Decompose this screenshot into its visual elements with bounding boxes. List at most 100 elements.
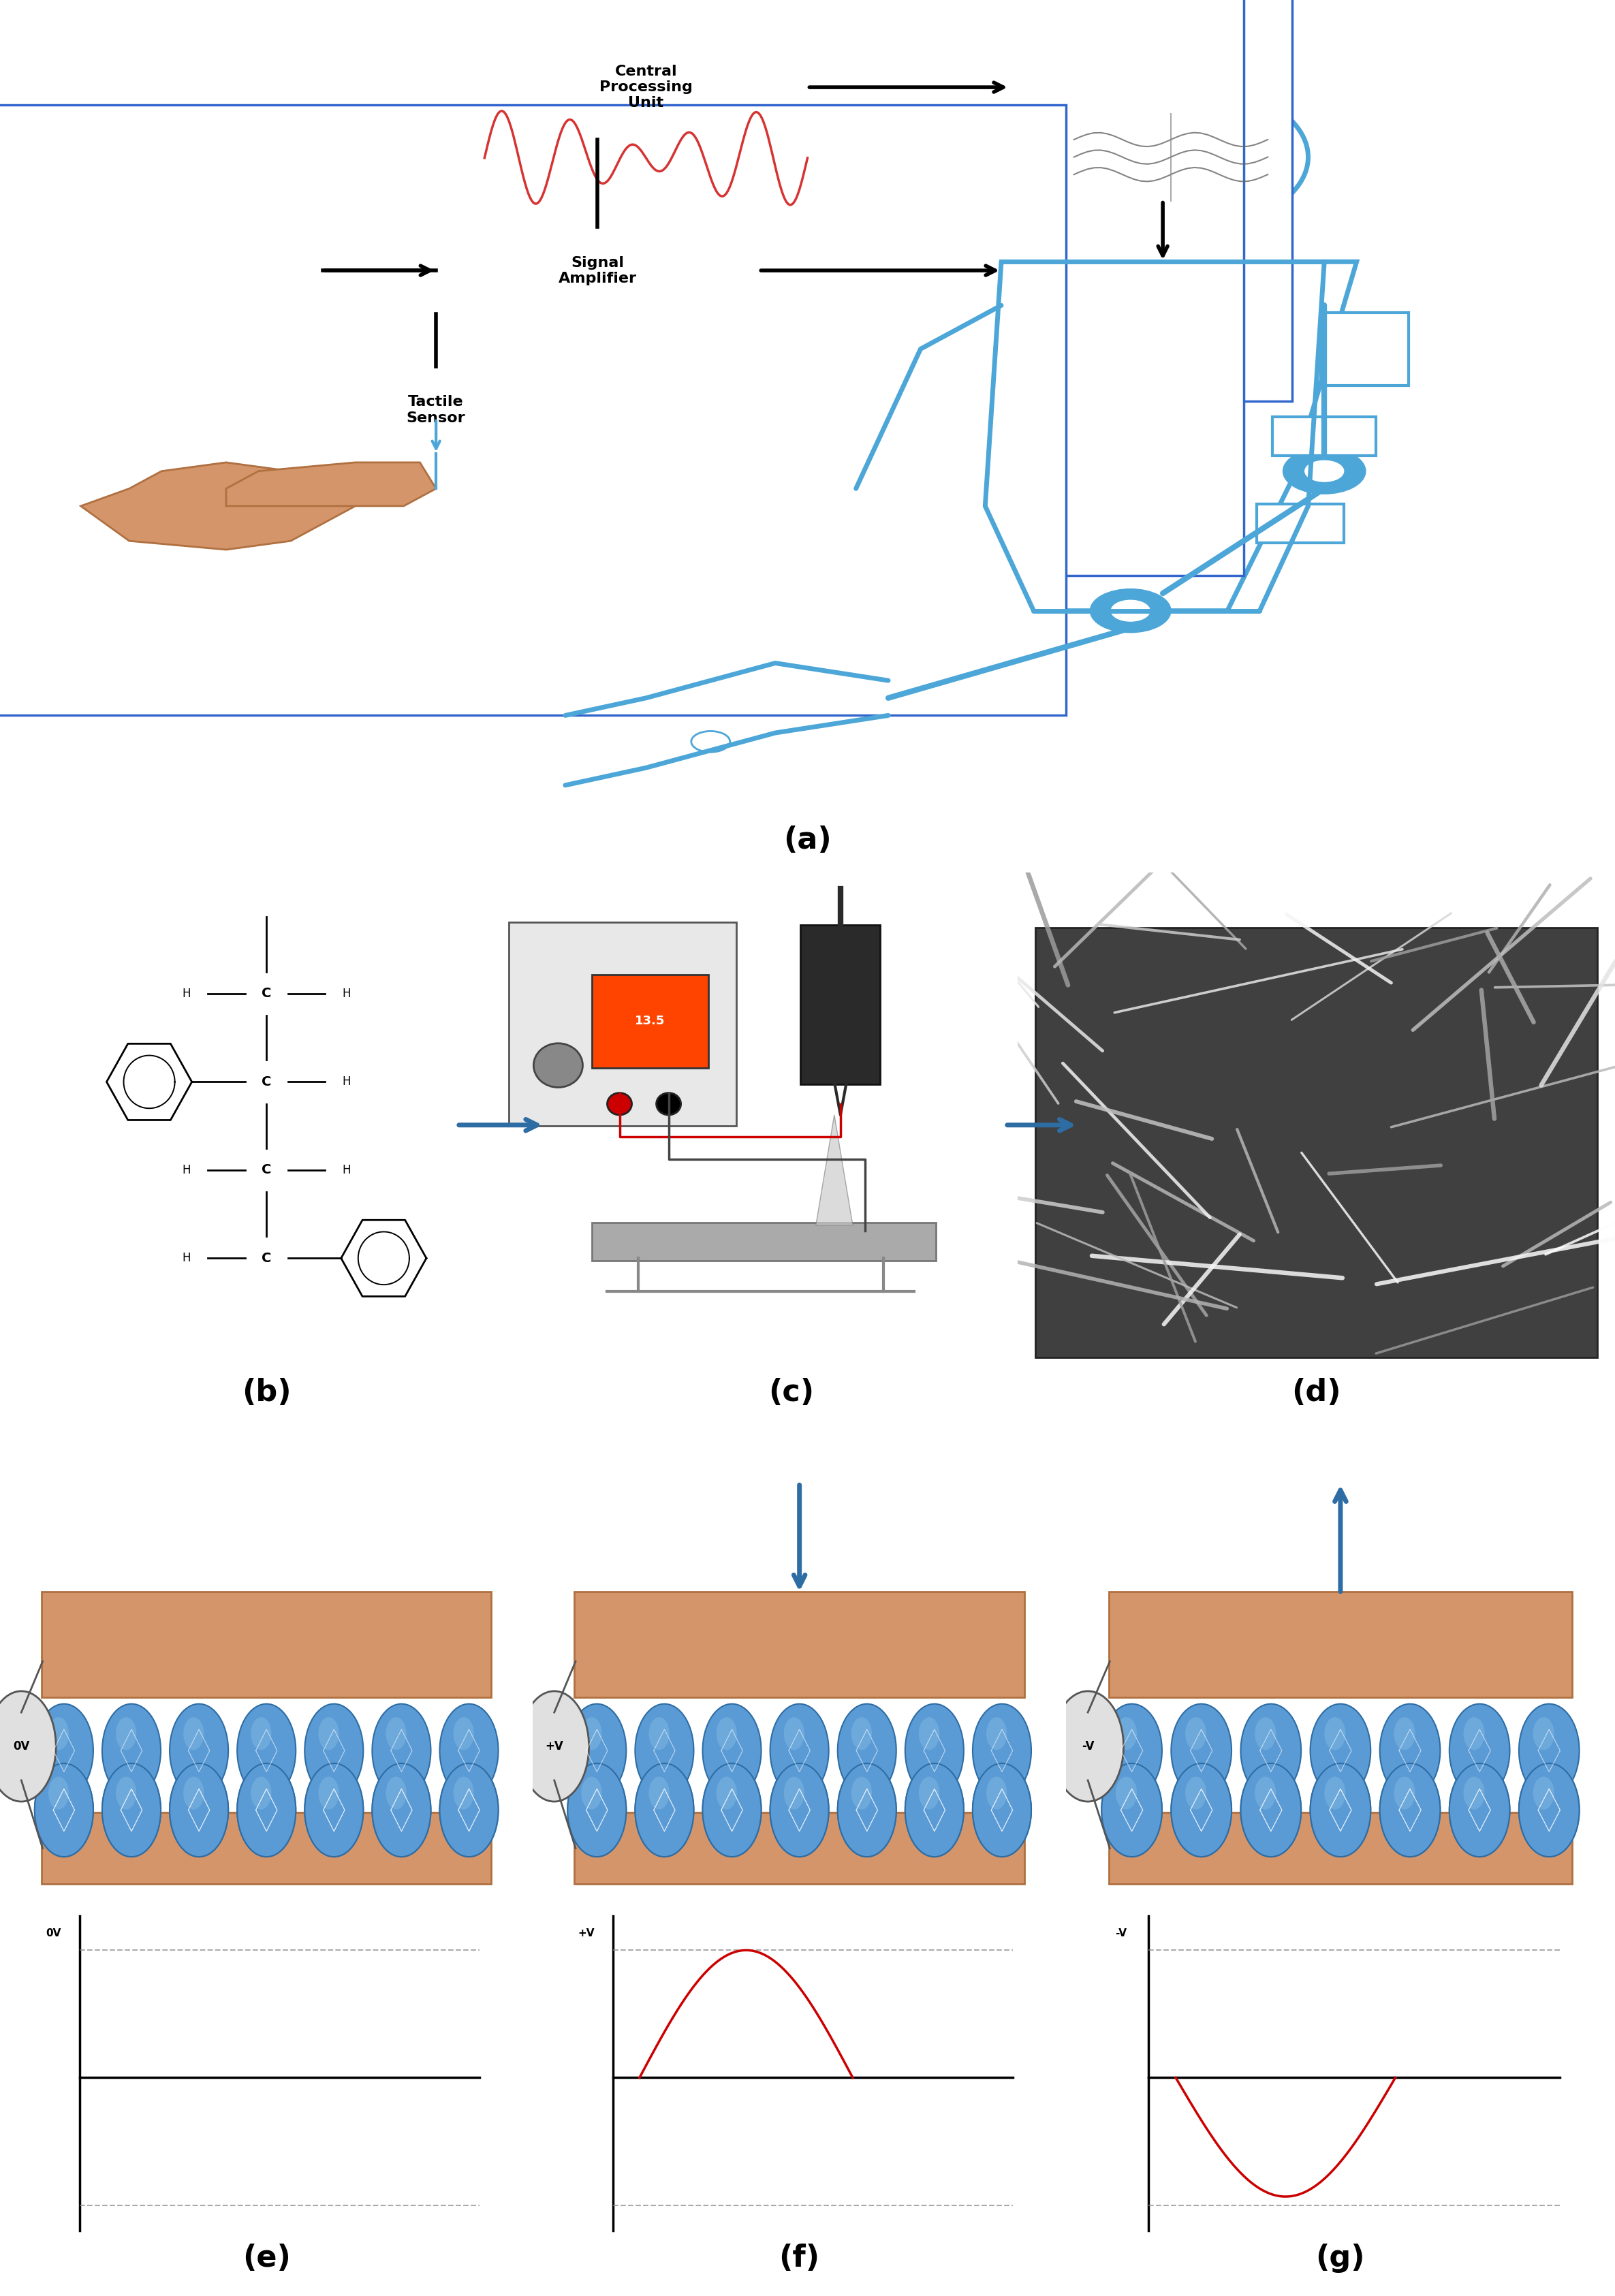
Circle shape	[691, 687, 730, 709]
Circle shape	[838, 1763, 896, 1857]
Circle shape	[386, 1777, 407, 1809]
Circle shape	[184, 1777, 203, 1809]
Circle shape	[371, 1763, 431, 1857]
Circle shape	[904, 1763, 964, 1857]
Circle shape	[250, 1777, 271, 1809]
Polygon shape	[226, 461, 436, 505]
Circle shape	[1171, 1704, 1232, 1798]
Text: C: C	[262, 987, 271, 1001]
Circle shape	[318, 1717, 339, 1750]
Circle shape	[454, 1717, 473, 1750]
Circle shape	[656, 1093, 682, 1116]
Circle shape	[533, 1042, 583, 1088]
Text: (d): (d)	[1292, 1378, 1340, 1407]
Circle shape	[386, 1717, 407, 1750]
FancyBboxPatch shape	[0, 0, 1292, 402]
Text: -V: -V	[1082, 1740, 1095, 1752]
Circle shape	[581, 1777, 602, 1809]
Circle shape	[1284, 450, 1365, 494]
Circle shape	[1185, 1777, 1206, 1809]
Circle shape	[318, 1777, 339, 1809]
Circle shape	[116, 1777, 136, 1809]
Text: (e): (e)	[242, 2243, 291, 2273]
Circle shape	[1101, 1763, 1163, 1857]
Circle shape	[1449, 1704, 1510, 1798]
Circle shape	[838, 1704, 896, 1798]
Text: 13.5: 13.5	[635, 1015, 665, 1026]
Circle shape	[439, 1763, 499, 1857]
Circle shape	[717, 1777, 736, 1809]
Circle shape	[703, 1763, 761, 1857]
Circle shape	[439, 1704, 499, 1798]
Circle shape	[581, 1777, 602, 1809]
Circle shape	[318, 1777, 339, 1809]
Circle shape	[919, 1777, 940, 1809]
FancyBboxPatch shape	[591, 1221, 935, 1261]
Circle shape	[1449, 1763, 1510, 1857]
Circle shape	[1533, 1717, 1554, 1750]
FancyBboxPatch shape	[591, 974, 709, 1068]
Text: (c): (c)	[769, 1378, 814, 1407]
Text: (b): (b)	[242, 1378, 291, 1407]
FancyBboxPatch shape	[1273, 418, 1376, 455]
Circle shape	[1379, 1763, 1441, 1857]
Circle shape	[1463, 1777, 1484, 1809]
Circle shape	[607, 1093, 631, 1116]
Circle shape	[1053, 1692, 1124, 1802]
Circle shape	[1463, 1717, 1484, 1750]
Text: Central
Processing
Unit: Central Processing Unit	[599, 64, 693, 110]
Text: H: H	[182, 1164, 191, 1176]
Circle shape	[1533, 1777, 1554, 1809]
FancyBboxPatch shape	[0, 106, 1066, 716]
Circle shape	[904, 1763, 964, 1857]
Circle shape	[1310, 1763, 1371, 1857]
Circle shape	[1305, 461, 1344, 482]
Circle shape	[1394, 1777, 1415, 1809]
Circle shape	[635, 1704, 694, 1798]
Circle shape	[770, 1704, 828, 1798]
Circle shape	[34, 1763, 94, 1857]
Circle shape	[1185, 1717, 1206, 1750]
Circle shape	[1116, 1777, 1137, 1809]
Circle shape	[1533, 1777, 1554, 1809]
Circle shape	[567, 1763, 627, 1857]
Circle shape	[0, 1692, 57, 1802]
Circle shape	[904, 1704, 964, 1798]
FancyBboxPatch shape	[509, 923, 736, 1125]
Circle shape	[1240, 1763, 1302, 1857]
FancyBboxPatch shape	[801, 925, 880, 1084]
Text: H: H	[342, 1164, 350, 1176]
Circle shape	[170, 1763, 228, 1857]
Circle shape	[34, 1704, 94, 1798]
Text: C: C	[262, 1251, 271, 1265]
Circle shape	[1101, 1763, 1163, 1857]
Circle shape	[1518, 1763, 1579, 1857]
Circle shape	[1111, 599, 1150, 622]
Circle shape	[649, 1777, 669, 1809]
Circle shape	[1379, 1763, 1441, 1857]
Circle shape	[567, 1704, 627, 1798]
Circle shape	[305, 1763, 363, 1857]
FancyBboxPatch shape	[1256, 505, 1344, 542]
Circle shape	[1240, 1704, 1302, 1798]
Circle shape	[250, 1717, 271, 1750]
Circle shape	[635, 1763, 694, 1857]
Circle shape	[48, 1717, 69, 1750]
FancyBboxPatch shape	[0, 0, 1244, 576]
Circle shape	[635, 1763, 694, 1857]
Circle shape	[305, 1704, 363, 1798]
Text: C: C	[262, 1164, 271, 1176]
Circle shape	[919, 1777, 940, 1809]
FancyBboxPatch shape	[1321, 312, 1408, 386]
Circle shape	[102, 1704, 162, 1798]
Circle shape	[649, 1717, 669, 1750]
Circle shape	[116, 1777, 136, 1809]
Circle shape	[972, 1704, 1032, 1798]
Circle shape	[170, 1763, 228, 1857]
Circle shape	[649, 1777, 669, 1809]
FancyBboxPatch shape	[42, 1812, 491, 1885]
Circle shape	[237, 1763, 296, 1857]
Text: (g): (g)	[1316, 2243, 1365, 2273]
Circle shape	[1310, 1763, 1371, 1857]
Circle shape	[703, 1763, 761, 1857]
